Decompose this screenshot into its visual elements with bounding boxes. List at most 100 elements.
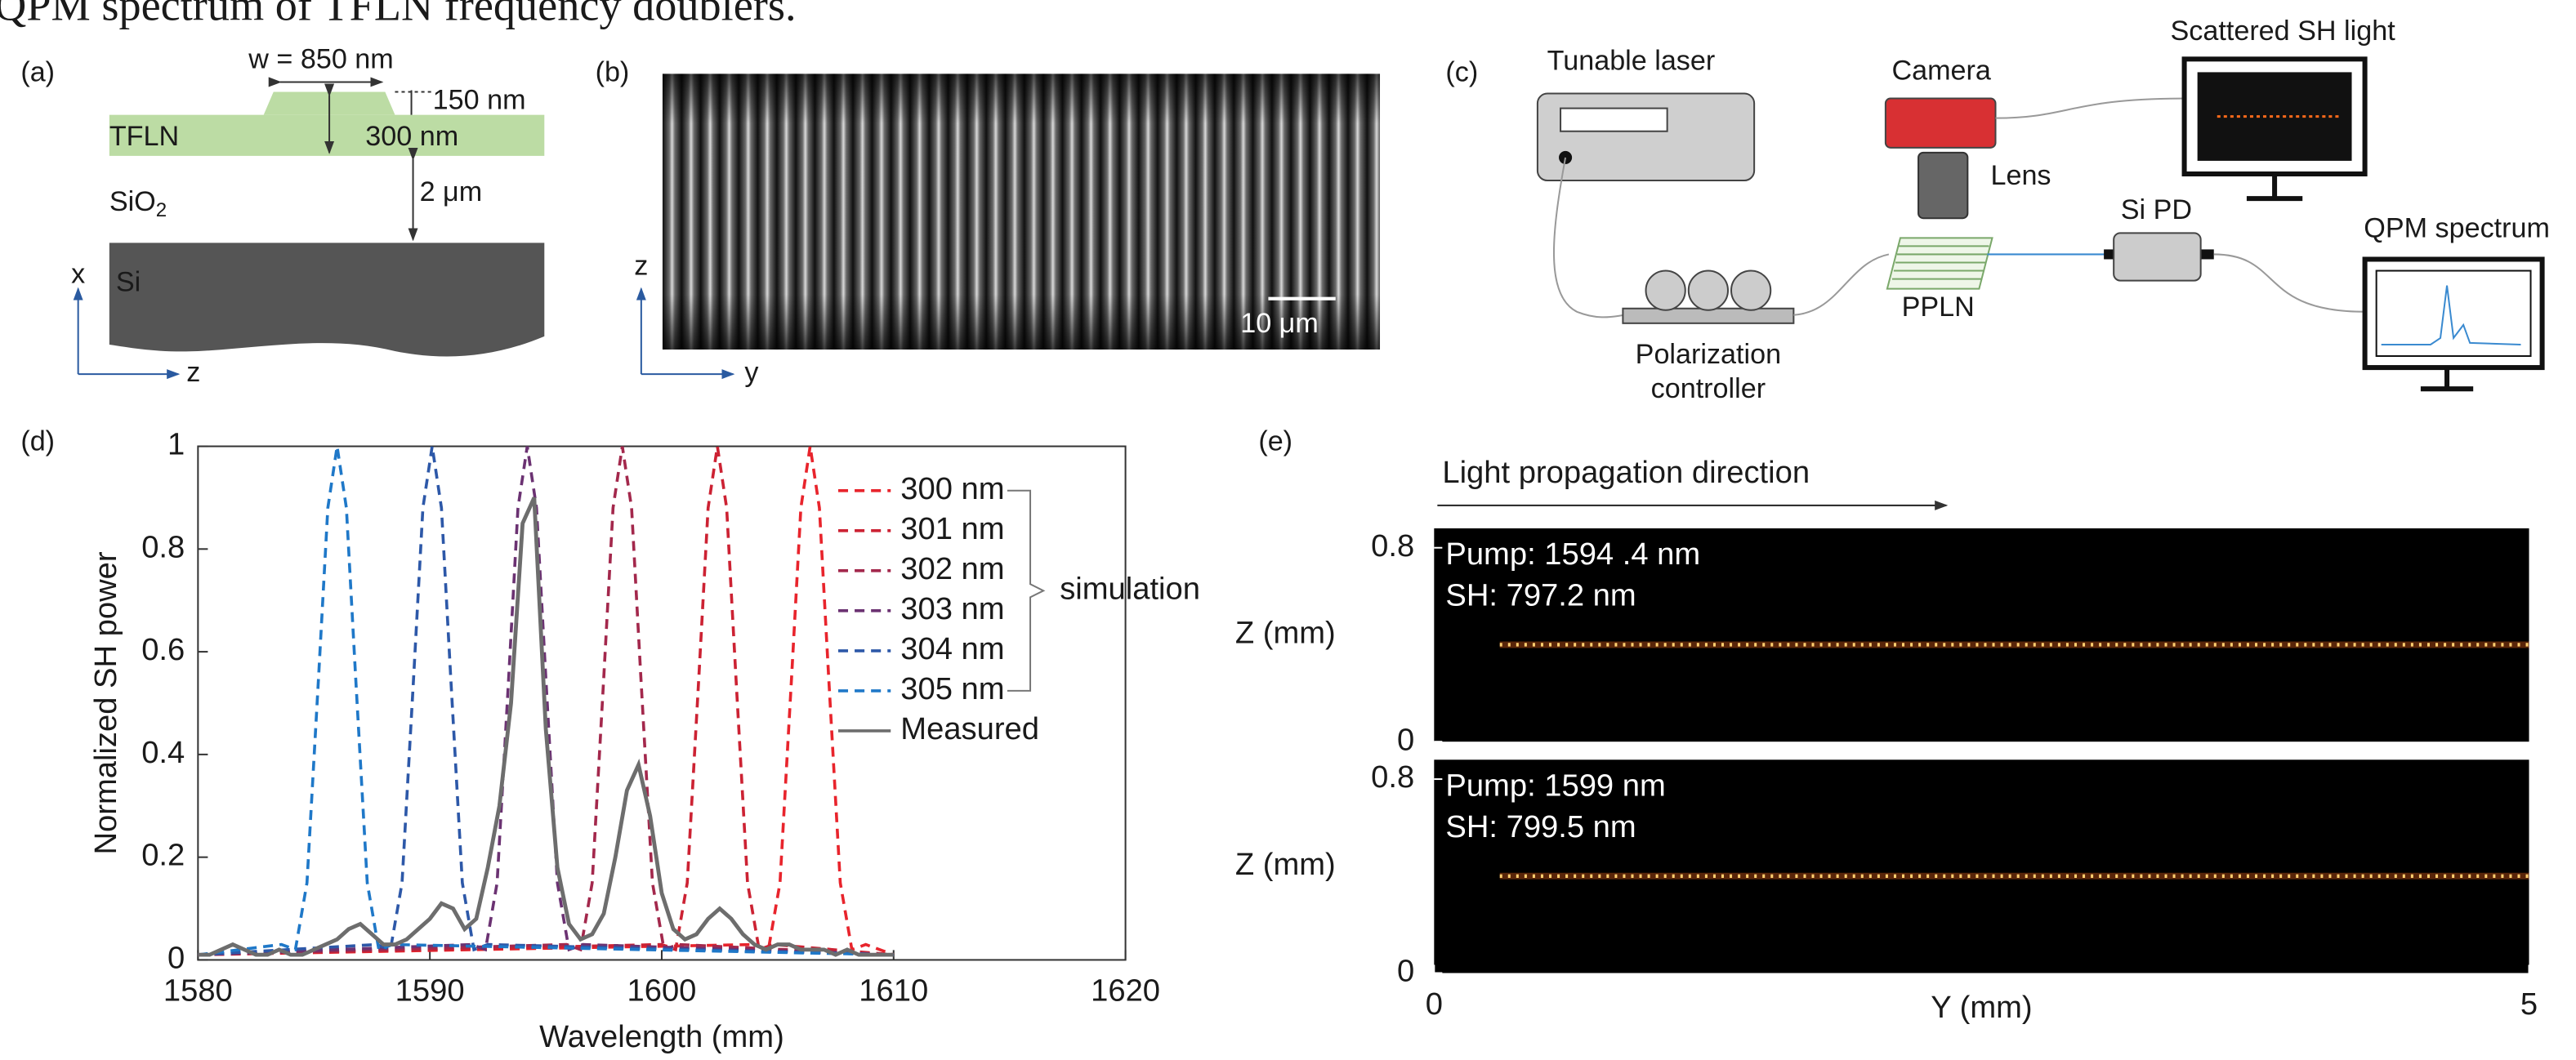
lens-label: Lens (1990, 160, 2051, 191)
series-line (198, 446, 894, 956)
paddle (1687, 269, 1729, 311)
paddle (1645, 269, 1686, 311)
photodetector (2113, 232, 2202, 282)
x-axis-title: Wavelength (mm) (539, 1019, 784, 1054)
monitor-stand (2420, 367, 2474, 392)
legend-label: 304 nm (900, 631, 1004, 666)
controller-label: controller (1651, 373, 1766, 404)
fiber (1793, 253, 1890, 316)
series-line (198, 446, 894, 956)
y-axis-title: Z (mm) (1235, 616, 1336, 651)
laser (1536, 92, 1756, 182)
x-tick-label: 1580 (163, 973, 233, 1009)
fiber (1552, 157, 1627, 318)
micrograph-shade (662, 73, 1381, 350)
monitor-stand (2246, 173, 2303, 202)
series-line (198, 497, 894, 957)
legend-label: 305 nm (900, 671, 1004, 706)
legend-label: Measured (900, 711, 1039, 746)
tfln-label: TFLN (109, 121, 179, 152)
scattered-label: Scattered SH light (2171, 16, 2396, 47)
paddle (1730, 269, 1772, 311)
panel-c: (c) Tunable laser Polarization controlle… (1445, 16, 2550, 404)
legend-bracket (1007, 489, 1046, 692)
panel-b: (b) 10 μm z y (596, 56, 1381, 388)
ppln-label: PPLN (1902, 292, 1975, 323)
legend-label: 300 nm (900, 471, 1004, 506)
pd-port (2200, 249, 2214, 260)
legend-label: 302 nm (900, 551, 1004, 586)
image-area (1434, 528, 2529, 742)
y-axis-title: Z (mm) (1235, 847, 1336, 882)
panel-label: (b) (596, 56, 630, 87)
y-tick-label: 0.8 (1371, 528, 1414, 563)
legend-label: 301 nm (900, 511, 1004, 546)
lens (1917, 151, 1969, 220)
y-tick-label: 0.4 (141, 735, 185, 770)
cable (1995, 97, 2185, 119)
sio2-label: SiO2 (109, 186, 167, 221)
sio2-text: SiO (109, 186, 156, 217)
legend-label: 303 nm (900, 591, 1004, 626)
x-tick-label: 5 (2520, 987, 2538, 1022)
image-annotation: Pump: 1599 nm (1445, 768, 1665, 804)
panel-label: (c) (1445, 56, 1478, 87)
x-tick-label: 1600 (627, 973, 697, 1009)
screen-trace (2381, 285, 2521, 345)
series-line (198, 446, 894, 956)
x-tick-label: 1620 (1091, 973, 1160, 1009)
panel-label: (a) (20, 56, 55, 87)
panel-label: (d) (20, 426, 55, 457)
y-tick-label: 0.2 (141, 838, 185, 873)
y-tick-label: 0.6 (141, 632, 185, 667)
pd-port (2104, 249, 2116, 260)
image-annotation: Pump: 1594 .4 nm (1445, 537, 1700, 572)
laser-label: Tunable laser (1547, 45, 1716, 76)
pd-label: Si PD (2121, 194, 2192, 225)
image-annotation: SH: 797.2 nm (1445, 577, 1636, 612)
box-label: 2 μm (420, 176, 483, 207)
spectrum-label: QPM spectrum (2364, 212, 2550, 243)
width-label: w = 850 nm (248, 43, 393, 74)
x-tick-label: 1610 (859, 973, 928, 1009)
y-tick-label: 0 (1397, 722, 1414, 757)
film-label: 300 nm (365, 121, 458, 152)
annotation: simulation (1060, 571, 1200, 606)
camera (1884, 97, 1997, 149)
etch-label: 150 nm (433, 85, 526, 116)
caption-fragment: QPM spectrum of TFLN frequency doublers. (0, 0, 797, 30)
axis-label: x (71, 259, 85, 290)
cable (2213, 253, 2365, 313)
y-tick-label: 0.8 (141, 529, 185, 564)
ppln-gratings (1891, 245, 1989, 280)
axis-label: y (744, 357, 758, 388)
camera-label: Camera (1891, 55, 1990, 86)
series-line (198, 446, 894, 956)
sio2-subscript: 2 (156, 200, 167, 222)
annotation: Light propagation direction (1442, 455, 1810, 490)
plot-area (197, 445, 1127, 961)
monitor-screen (2375, 269, 2532, 358)
image-area (1434, 759, 2529, 973)
x-tick-label: 0 (1426, 987, 1443, 1022)
y-tick-label: 1 (167, 427, 185, 462)
si-label: Si (116, 267, 141, 298)
image-annotation: SH: 799.5 nm (1445, 809, 1636, 844)
panel-label: (e) (1258, 426, 1292, 457)
panel-a: (a) w = 850 nm 150 nm 300 nm TFLN 2 μm S… (20, 43, 545, 388)
y-tick-label: 0.8 (1371, 759, 1414, 795)
scale-label: 10 μm (1240, 308, 1319, 339)
x-axis-title: Y (mm) (1931, 990, 2032, 1025)
y-axis-title: Normalized SH power (88, 551, 123, 854)
monitor-screen (2197, 72, 2352, 161)
controller-label: Polarization (1636, 339, 1781, 370)
y-tick-label: 0 (167, 941, 185, 976)
si-substrate (109, 243, 545, 357)
x-tick-label: 1590 (395, 973, 465, 1009)
axis-label: z (186, 357, 200, 388)
laser-display (1560, 107, 1668, 132)
y-tick-label: 0 (1397, 954, 1414, 989)
axis-label: z (634, 251, 648, 282)
